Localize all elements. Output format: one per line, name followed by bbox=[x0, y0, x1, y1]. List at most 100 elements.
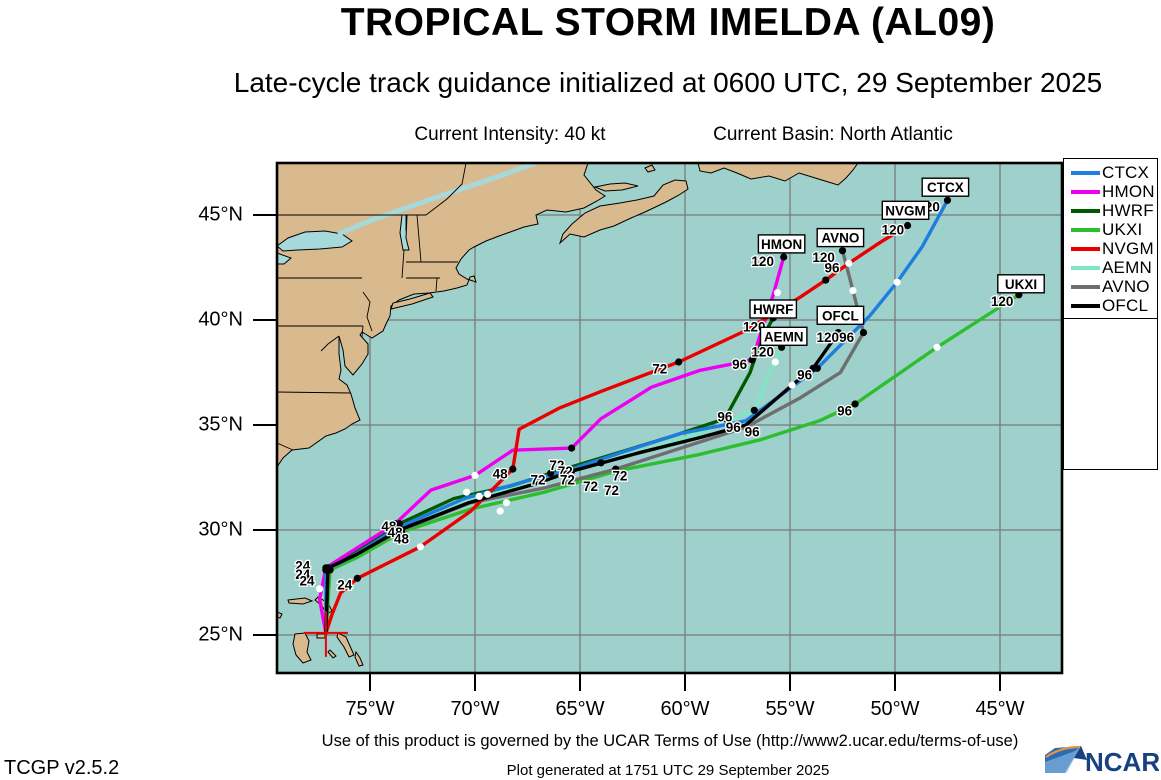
hour-dot-white-OFCL bbox=[788, 381, 796, 389]
hour-dot-white-NVGM bbox=[845, 259, 853, 267]
andros-island bbox=[292, 632, 312, 664]
hour-dot-NVGM bbox=[675, 358, 683, 366]
hour-dot-white-CTCX bbox=[484, 490, 492, 498]
legend-line-swatch bbox=[1071, 246, 1100, 251]
ncar-logo-text: NCAR bbox=[1085, 747, 1159, 777]
hour-dot-white-UKXI bbox=[496, 507, 504, 515]
forecast-hour-label: 96 bbox=[726, 420, 742, 435]
lon-label: 75°W bbox=[345, 698, 395, 720]
hour-dot-white-AVNO bbox=[502, 499, 511, 507]
legend-label: OFCL bbox=[1102, 295, 1149, 315]
legend-item-AEMN: AEMN bbox=[1071, 258, 1157, 277]
model-label-box-NVGM bbox=[881, 200, 930, 221]
legend-label: UKXI bbox=[1102, 219, 1143, 239]
ncar-logo-swoosh-highlight bbox=[1045, 746, 1081, 773]
hour-dot-CTCX bbox=[943, 196, 952, 204]
empty-legend-box bbox=[1063, 318, 1158, 470]
terms-of-use-text: Use of this product is governed by the U… bbox=[321, 732, 1019, 750]
legend-item-HMON: HMON bbox=[1071, 182, 1157, 201]
legend-label: HWRF bbox=[1102, 200, 1154, 220]
model-label-UKXI: UKXI bbox=[1005, 277, 1037, 292]
grand-bahama bbox=[287, 597, 314, 605]
model-label-box-OFCL bbox=[816, 305, 865, 325]
model-label-box-HWRF bbox=[749, 299, 798, 319]
forecast-hour-label: 96 bbox=[717, 410, 733, 425]
forecast-hour-label: 48 bbox=[493, 466, 509, 481]
prince-edward-island bbox=[593, 182, 639, 192]
current-intensity-text: Current Intensity: 40 kt bbox=[414, 124, 606, 145]
track-NVGM bbox=[324, 223, 910, 635]
forecast-hour-label: 72 bbox=[583, 479, 598, 494]
lon-label: 60°W bbox=[660, 698, 710, 720]
forecast-hour-label: 96 bbox=[745, 424, 761, 439]
hour-dot-white-HMON bbox=[773, 289, 782, 297]
lon-label: 50°W bbox=[870, 698, 920, 720]
model-label-NVGM: NVGM bbox=[885, 203, 926, 218]
legend-item-NVGM: NVGM bbox=[1071, 239, 1157, 258]
lon-label: 45°W bbox=[975, 698, 1025, 720]
forecast-hour-label: 24 bbox=[299, 573, 315, 588]
hour-dot-OFCL bbox=[395, 526, 403, 534]
legend-line-swatch bbox=[1071, 170, 1100, 175]
page-subtitle: Late-cycle track guidance initialized at… bbox=[233, 67, 1103, 98]
legend-label: AEMN bbox=[1102, 257, 1152, 277]
new-providence bbox=[316, 633, 326, 639]
forecast-hour-label: 96 bbox=[824, 261, 840, 276]
forecast-hour-label: 72 bbox=[652, 361, 667, 376]
forecast-hour-label: 72 bbox=[604, 483, 619, 498]
legend-label: NVGM bbox=[1102, 238, 1154, 258]
model-label-box-CTCX bbox=[921, 177, 970, 197]
hour-dot-CTCX bbox=[561, 467, 569, 475]
ncar-logo-orange-arc bbox=[1045, 745, 1081, 758]
hour-dot-white-AEMN bbox=[475, 492, 483, 500]
hour-dot-white-NVGM bbox=[416, 543, 424, 551]
coastline-layer bbox=[277, 163, 859, 667]
forecast-hour-label: 96 bbox=[839, 330, 855, 345]
hour-dot-OFCL bbox=[324, 564, 332, 572]
model-label-box-AEMN bbox=[759, 326, 808, 346]
eleuthera-island bbox=[336, 632, 355, 658]
exuma-cays bbox=[327, 649, 337, 659]
forecast-hour-label: 48 bbox=[394, 531, 410, 546]
hour-dot-HMON bbox=[568, 444, 576, 452]
model-label-AEMN: AEMN bbox=[764, 329, 804, 344]
hour-dot-AVNO bbox=[859, 329, 868, 337]
track-markers-layer bbox=[303, 196, 1023, 657]
forecast-hour-label: 72 bbox=[530, 473, 545, 488]
legend-label: CTCX bbox=[1102, 162, 1150, 182]
forecast-hour-label: 120 bbox=[812, 250, 835, 265]
lat-label: 30°N bbox=[198, 518, 243, 541]
model-label-box-UKXI bbox=[997, 274, 1045, 294]
newfoundland-coast bbox=[697, 163, 859, 186]
magdalen-islands bbox=[644, 164, 656, 173]
forecast-hour-label: 24 bbox=[337, 578, 353, 593]
hour-dot-AEMN bbox=[750, 406, 758, 414]
forecast-hour-label: 72 bbox=[612, 468, 627, 483]
forecast-hour-label: 48 bbox=[388, 525, 404, 540]
hour-dot-HMON bbox=[780, 253, 788, 261]
forecast-hour-label: 96 bbox=[732, 357, 748, 372]
legend-label: AVNO bbox=[1102, 276, 1150, 296]
hour-dot-NVGM bbox=[353, 574, 361, 582]
model-label-box-AVNO bbox=[816, 227, 865, 248]
lat-label: 25°N bbox=[198, 623, 243, 646]
forecast-hour-label: 72 bbox=[549, 458, 564, 473]
hour-dot-white-HWRF bbox=[759, 345, 767, 353]
model-label-CTCX: CTCX bbox=[927, 180, 964, 195]
version-text: TCGP v2.5.2 bbox=[4, 757, 120, 779]
lat-label: 35°N bbox=[198, 413, 243, 436]
lon-label: 55°W bbox=[765, 698, 815, 720]
hour-dot-NVGM bbox=[822, 276, 830, 284]
legend-line-swatch bbox=[1071, 189, 1100, 194]
forecast-hour-label: 24 bbox=[295, 567, 311, 582]
hour-dot-white-AEMN bbox=[771, 358, 779, 366]
political-borders bbox=[277, 163, 467, 451]
hour-dot-white-UKXI bbox=[933, 343, 941, 351]
lon-label: 70°W bbox=[450, 698, 500, 720]
lake-ontario bbox=[277, 230, 353, 252]
track-HMON bbox=[317, 255, 786, 635]
cat-island bbox=[354, 650, 364, 667]
legend-label: HMON bbox=[1102, 181, 1155, 201]
model-label-HMON: HMON bbox=[761, 237, 802, 252]
